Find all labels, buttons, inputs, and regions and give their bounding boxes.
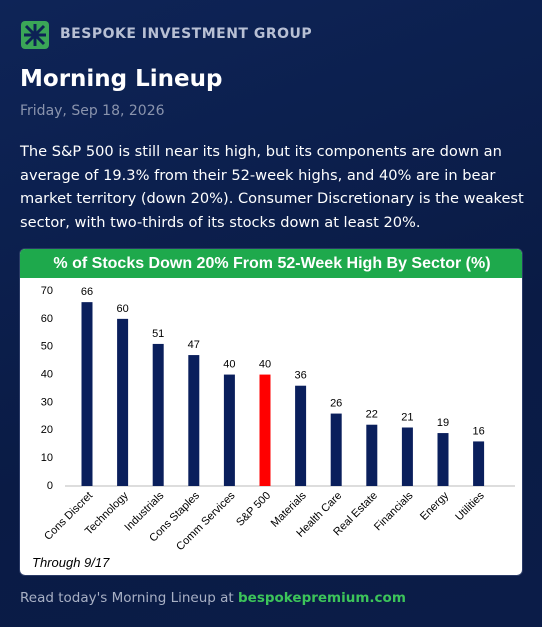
footer-text: Read today's Morning Lineup at (20, 590, 234, 606)
value-label: 60 (116, 303, 128, 315)
value-label: 19 (437, 417, 449, 429)
brand: BESPOKE INVESTMENT GROUP (60, 26, 313, 42)
y-tick-label: 0 (47, 480, 53, 492)
bar (473, 441, 485, 486)
y-tick-label: 60 (41, 313, 53, 325)
bar (366, 424, 378, 486)
value-label: 21 (401, 411, 413, 423)
bar (188, 355, 200, 486)
value-label: 22 (366, 409, 378, 421)
bar (223, 374, 235, 486)
chart: % of Stocks Down 20% From 52-Week High B… (19, 248, 523, 576)
bar (437, 433, 449, 486)
bar (401, 427, 413, 486)
summary: The S&P 500 is still near its high, but … (20, 143, 524, 231)
y-tick-label: 50 (41, 341, 53, 353)
y-tick-label: 30 (41, 396, 53, 408)
value-label: 66 (81, 286, 93, 298)
footer: Read today's Morning Lineup at bespokepr… (20, 590, 406, 606)
title-bar (20, 249, 522, 278)
bar (81, 302, 93, 486)
value-label: 36 (294, 370, 306, 382)
bar (330, 413, 342, 486)
logo (21, 21, 49, 49)
bar (295, 385, 307, 486)
chart-background (20, 249, 522, 575)
bar (259, 374, 271, 486)
chart-title: % of Stocks Down 20% From 52-Week High B… (53, 255, 490, 272)
y-tick-label: 20 (41, 424, 53, 436)
footer-link[interactable]: bespokepremium.com (238, 590, 406, 606)
value-label: 26 (330, 397, 342, 409)
note: Through 9/17 (32, 555, 110, 570)
y-tick-label: 10 (41, 452, 53, 464)
bar (117, 318, 129, 486)
value-label: 51 (152, 328, 164, 340)
date: Friday, Sep 18, 2026 (20, 103, 165, 119)
value-label: 40 (223, 358, 235, 370)
value-label: 16 (472, 425, 484, 437)
y-tick-label: 70 (41, 285, 53, 297)
bar (152, 343, 164, 486)
value-label: 47 (188, 339, 200, 351)
page-title: Morning Lineup (20, 66, 223, 92)
y-tick-label: 40 (41, 368, 53, 380)
value-label: 40 (259, 358, 271, 370)
